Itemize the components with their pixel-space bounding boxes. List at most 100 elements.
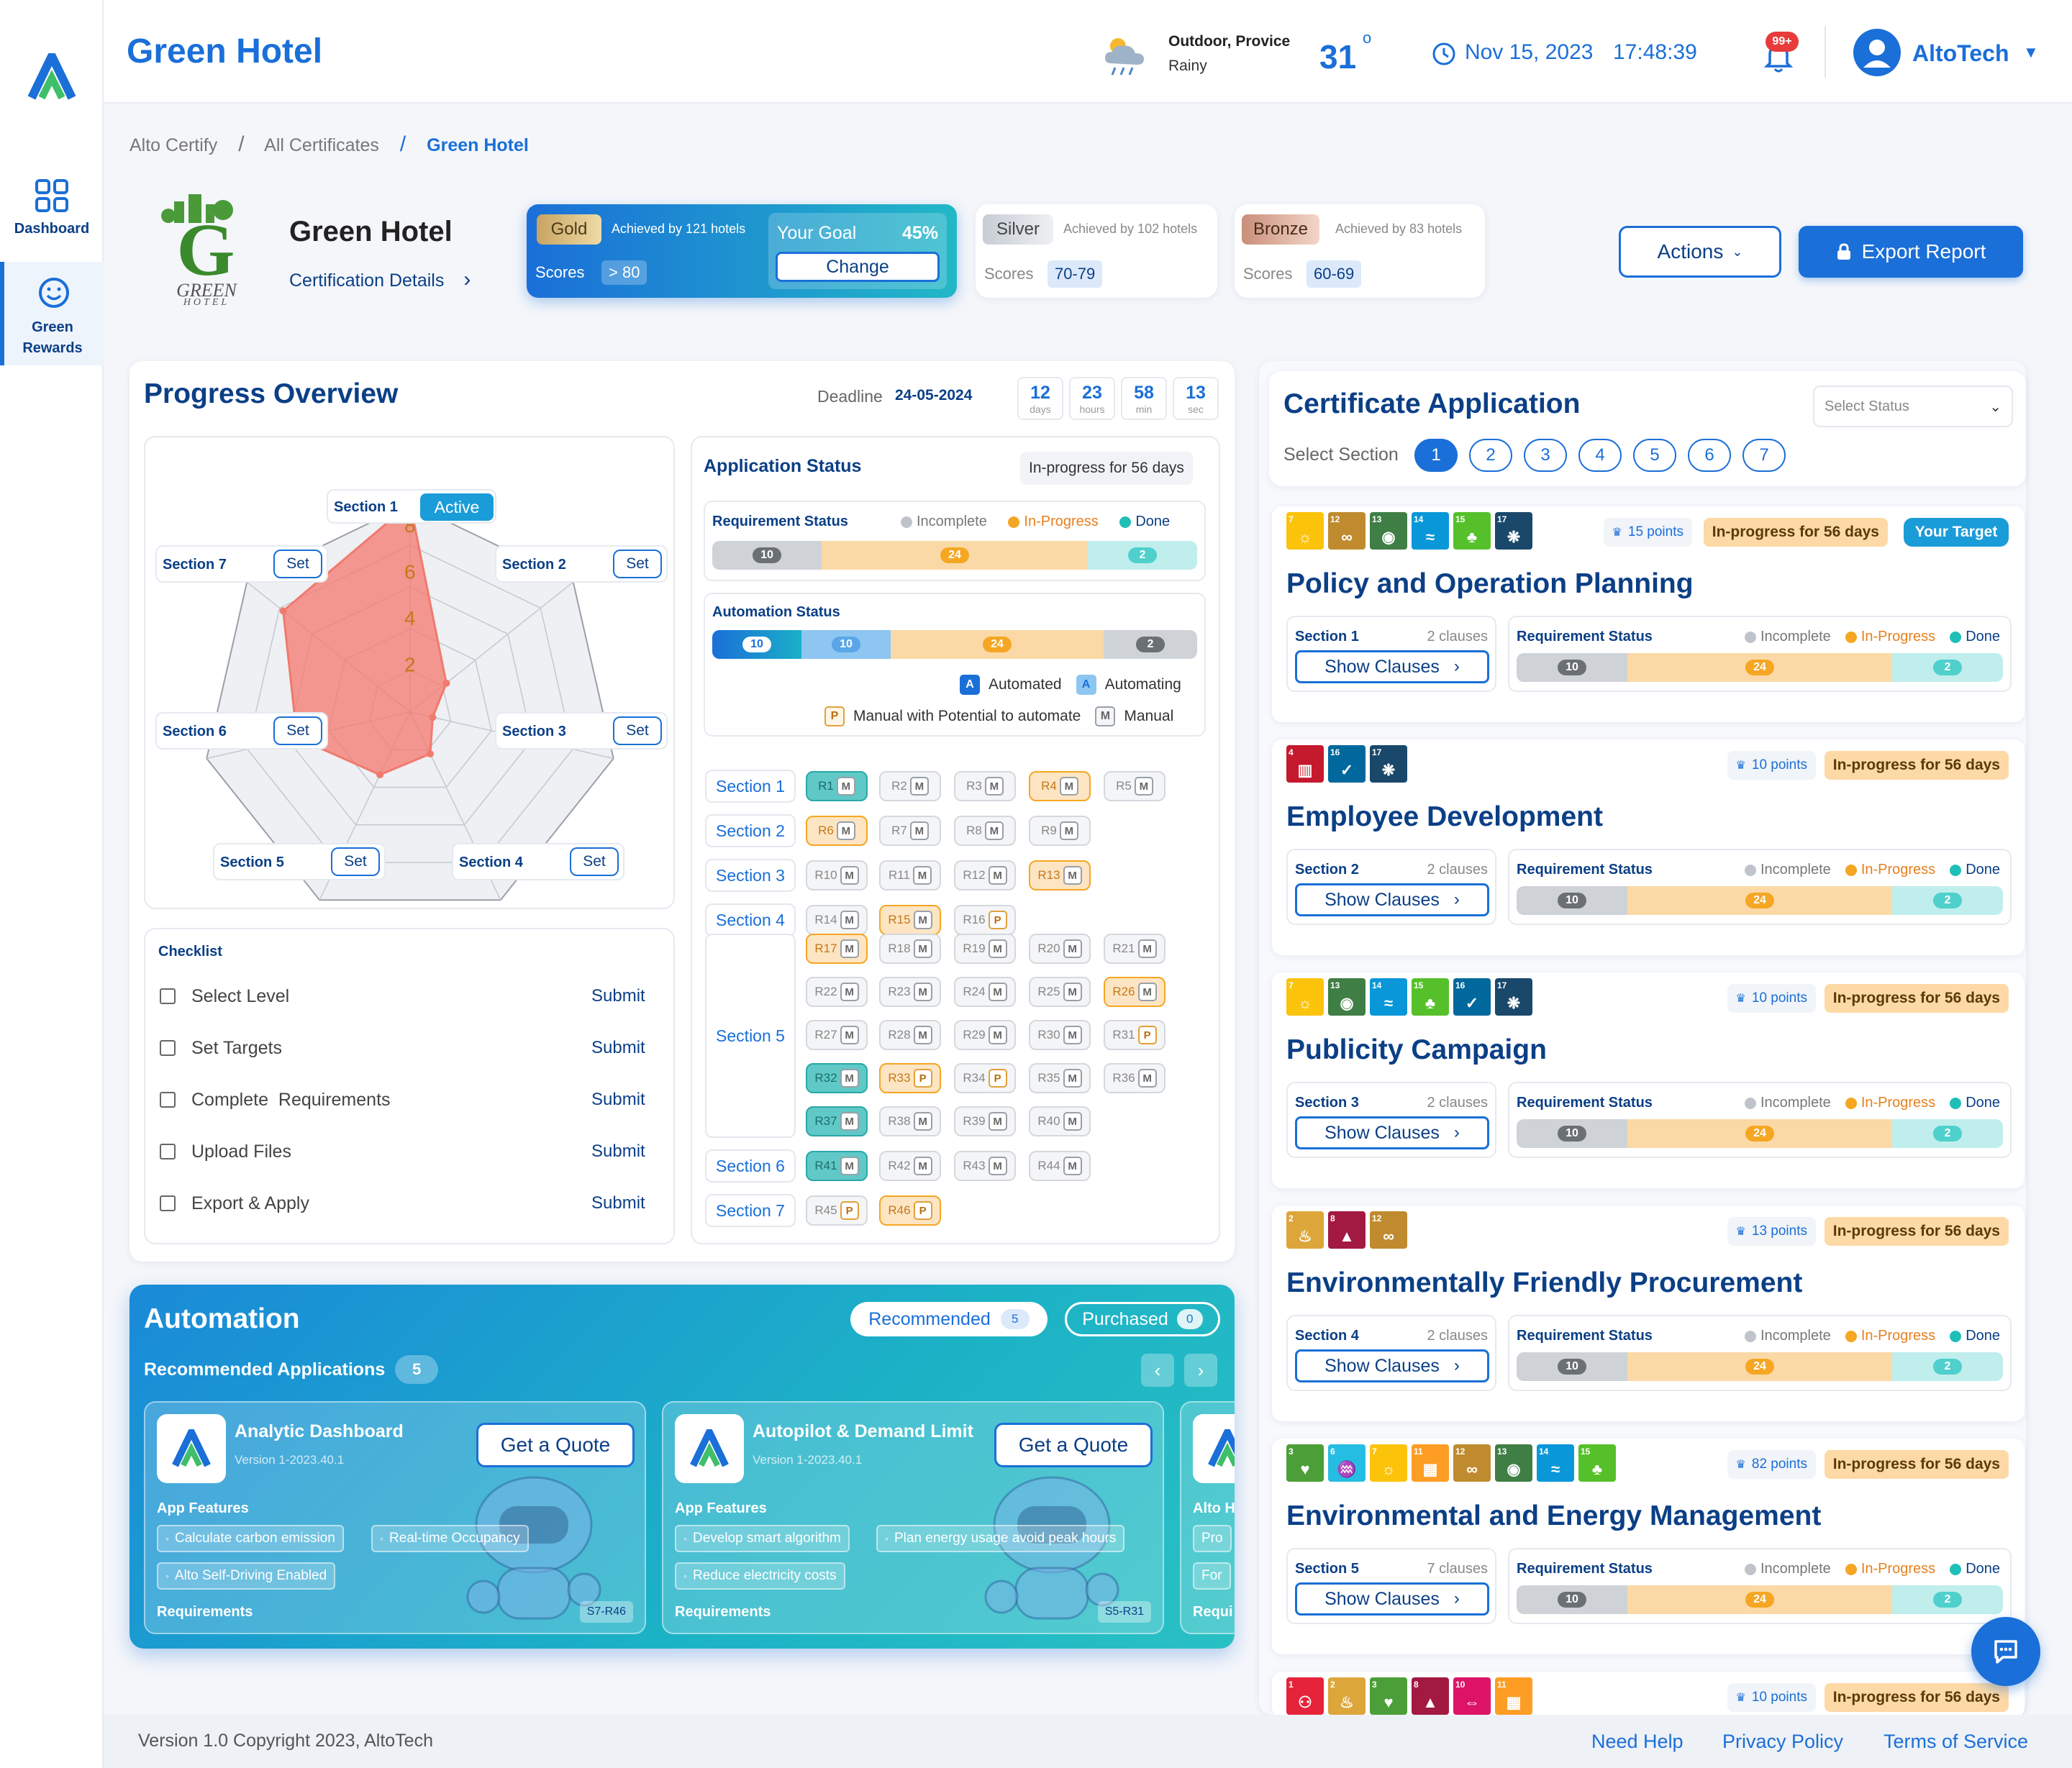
requirement-r39[interactable]: R39 M	[954, 1106, 1016, 1136]
certificate-card[interactable]: 2 ♨ 8 ▲ 12 ∞ In-progress for 56 days ♛ 13 points…	[1272, 1206, 2025, 1421]
breadcrumb-item[interactable]: All Certificates	[264, 135, 379, 155]
requirement-r43[interactable]: R43 M	[954, 1151, 1016, 1181]
section-6-label[interactable]: Section 6	[705, 1149, 796, 1183]
requirement-r4[interactable]: R4 M	[1029, 771, 1091, 801]
requirement-r6[interactable]: R6 M	[806, 816, 868, 846]
requirement-r22[interactable]: R22 M	[806, 977, 868, 1007]
requirement-r10[interactable]: R10 M	[806, 860, 868, 890]
actions-dropdown[interactable]: Actions ⌄	[1619, 226, 1781, 278]
requirement-r20[interactable]: R20 M	[1029, 934, 1091, 964]
chat-button[interactable]	[1971, 1617, 2040, 1686]
requirement-r37[interactable]: R37 M	[806, 1106, 868, 1136]
change-goal-button[interactable]: Change	[776, 252, 940, 282]
requirement-r18[interactable]: R18 M	[879, 934, 941, 964]
show-clauses-button[interactable]: Show Clauses ›	[1295, 1116, 1489, 1149]
requirement-r15[interactable]: R15 M	[879, 905, 941, 935]
submit-select-level-button[interactable]: Submit	[591, 986, 645, 1006]
requirement-r44[interactable]: R44 M	[1029, 1151, 1091, 1181]
requirement-r21[interactable]: R21 M	[1104, 934, 1166, 964]
requirement-r33[interactable]: R33 P	[879, 1063, 941, 1093]
requirement-r12[interactable]: R12 M	[954, 860, 1016, 890]
app-card[interactable]: Analytic Dashboard Version 1-2023.40.1 Get…	[144, 1401, 646, 1634]
requirement-r9[interactable]: R9 M	[1029, 816, 1091, 846]
requirement-r3[interactable]: R3 M	[954, 771, 1016, 801]
submit-complete-requirements-button[interactable]: Submit	[591, 1090, 645, 1109]
export-report-button[interactable]: Export Report	[1799, 226, 2023, 278]
show-clauses-button[interactable]: Show Clauses ›	[1295, 1349, 1489, 1382]
carousel-prev-button[interactable]: ‹	[1141, 1354, 1174, 1387]
section-select-3[interactable]: 3	[1524, 439, 1567, 472]
user-menu[interactable]: AltoTech ▼	[1853, 27, 2040, 78]
requirement-r28[interactable]: R28 M	[879, 1020, 941, 1050]
checkbox-export-apply[interactable]	[160, 1195, 176, 1211]
section-select-6[interactable]: 6	[1688, 439, 1731, 472]
requirement-r25[interactable]: R25 M	[1029, 977, 1091, 1007]
certificate-card[interactable]: 1 ⚇ 2 ♨ 3 ♥ 8 ▲ 10 ⇔ 11 ▦ In-progress for 56 days ♛ 10…	[1272, 1672, 2025, 1718]
requirement-r7[interactable]: R7 M	[879, 816, 941, 846]
carousel-next-button[interactable]: ›	[1184, 1354, 1217, 1387]
requirement-r8[interactable]: R8 M	[954, 816, 1016, 846]
select-status-dropdown[interactable]: Select Status ⌄	[1813, 386, 2013, 427]
section-1-label[interactable]: Section 1	[705, 770, 796, 803]
submit-upload-files-button[interactable]: Submit	[591, 1142, 645, 1161]
tab-purchased[interactable]: Purchased 0	[1065, 1302, 1220, 1336]
section-select-2[interactable]: 2	[1469, 439, 1512, 472]
tab-recommended[interactable]: Recommended 5	[850, 1302, 1048, 1336]
requirement-r13[interactable]: R13 M	[1029, 860, 1091, 890]
checkbox-select-level[interactable]	[160, 988, 176, 1004]
set-section-4-button[interactable]: Set	[570, 847, 619, 876]
app-card[interactable]: Alto H Pro For Requi	[1180, 1401, 1235, 1634]
checkbox-upload-files[interactable]	[160, 1144, 176, 1159]
requirement-r19[interactable]: R19 M	[954, 934, 1016, 964]
certificate-card[interactable]: 7 ☼ 13 ◉ 14 ≈15 ♣ 16 ✓ 17 ❋ In-progress for 56 days…	[1272, 972, 2025, 1188]
section-select-7[interactable]: 7	[1742, 439, 1786, 472]
requirement-r34[interactable]: R34 P	[954, 1063, 1016, 1093]
requirement-r41[interactable]: R41 M	[806, 1151, 868, 1181]
requirement-r5[interactable]: R5 M	[1104, 771, 1166, 801]
requirement-r23[interactable]: R23 M	[879, 977, 941, 1007]
requirement-r1[interactable]: R1 M	[806, 771, 868, 801]
requirement-r2[interactable]: R2 M	[879, 771, 941, 801]
show-clauses-button[interactable]: Show Clauses ›	[1295, 883, 1489, 916]
altotech-logo-icon[interactable]	[26, 53, 78, 101]
section-select-5[interactable]: 5	[1633, 439, 1676, 472]
checkbox-set-targets[interactable]	[160, 1040, 176, 1056]
breadcrumb-item[interactable]: Alto Certify	[130, 135, 218, 155]
requirement-r32[interactable]: R32 M	[806, 1063, 868, 1093]
privacy-policy-link[interactable]: Privacy Policy	[1722, 1731, 1844, 1752]
requirement-r30[interactable]: R30 M	[1029, 1020, 1091, 1050]
notification-button[interactable]: 99+	[1758, 32, 1799, 73]
section-3-label[interactable]: Section 3	[705, 859, 796, 892]
certificate-card[interactable]: 4 ▥ 16 ✓ 17 ❋ In-progress for 56 days ♛ 10 point…	[1272, 739, 2025, 955]
requirement-r42[interactable]: R42 M	[879, 1151, 941, 1181]
requirement-r14[interactable]: R14 M	[806, 905, 868, 935]
sidebar-item-dashboard[interactable]: Dashboard	[0, 165, 104, 252]
requirement-r11[interactable]: R11 M	[879, 860, 941, 890]
show-clauses-button[interactable]: Show Clauses ›	[1295, 1582, 1489, 1616]
requirement-r26[interactable]: R26 M	[1104, 977, 1166, 1007]
requirement-r29[interactable]: R29 M	[954, 1020, 1016, 1050]
set-section-5-button[interactable]: Set	[331, 847, 380, 876]
certificate-card[interactable]: 3 ♥ 6 ♒ 7 ☼ 11 ▦ 12 ∞ 13 ◉ 14 ≈15 ♣ In-progress for 56 …	[1272, 1439, 2025, 1654]
show-clauses-button[interactable]: Show Clauses ›	[1295, 650, 1489, 683]
requirement-r17[interactable]: R17 M	[806, 934, 868, 964]
section-select-1[interactable]: 1	[1414, 439, 1458, 472]
level-card-silver[interactable]: Silver Achieved by 102 hotels Scores 70-…	[976, 204, 1217, 298]
requirement-r36[interactable]: R36 M	[1104, 1063, 1166, 1093]
app-card[interactable]: Autopilot & Demand Limit Version 1-2023.4…	[662, 1401, 1164, 1634]
requirement-r46[interactable]: R46 P	[879, 1195, 941, 1226]
set-section-3-button[interactable]: Set	[613, 716, 662, 745]
section-7-label[interactable]: Section 7	[705, 1194, 796, 1227]
requirement-r27[interactable]: R27 M	[806, 1020, 868, 1050]
set-section-6-button[interactable]: Set	[273, 716, 322, 745]
requirement-r35[interactable]: R35 M	[1029, 1063, 1091, 1093]
requirement-r24[interactable]: R24 M	[954, 977, 1016, 1007]
get-a-quote-button[interactable]: Get a Quote	[994, 1423, 1153, 1467]
level-card-bronze[interactable]: Bronze Achieved by 83 hotels Scores 60-6…	[1235, 204, 1485, 298]
set-section-2-button[interactable]: Set	[613, 550, 662, 578]
submit-export-apply-button[interactable]: Submit	[591, 1193, 645, 1213]
section-5-label[interactable]: Section 5	[705, 934, 796, 1138]
set-section-7-button[interactable]: Set	[273, 550, 322, 578]
section-2-label[interactable]: Section 2	[705, 814, 796, 847]
certification-details-link[interactable]: Certification Details ›	[289, 268, 471, 292]
